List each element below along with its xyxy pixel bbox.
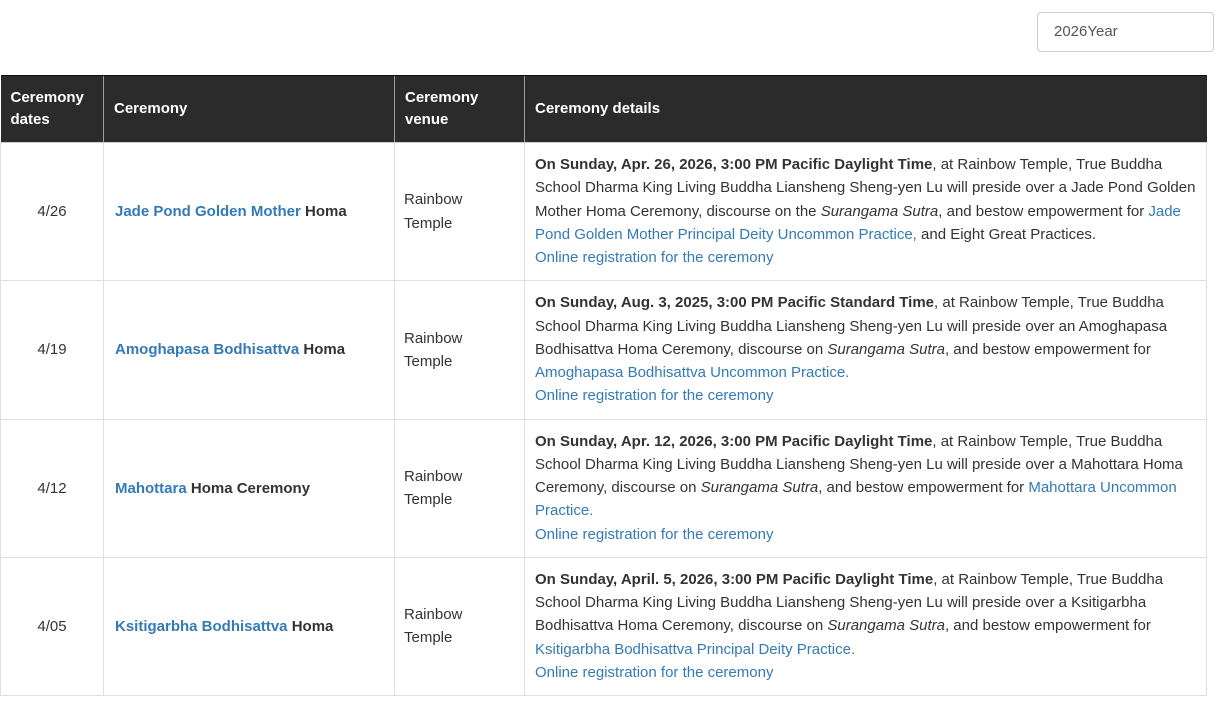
ceremony-date-cell: 4/12: [0, 418, 104, 558]
column-header-ceremony-details: Ceremony details: [524, 75, 1207, 143]
details-text: , at Rainbow Temple, True Buddha School …: [535, 156, 1196, 220]
ceremony-name-cell: Mahottara Homa Ceremony: [103, 418, 395, 558]
ceremony-name-suffix: Homa Ceremony: [186, 479, 311, 497]
sutra-title: Surangama Sutra: [827, 340, 945, 358]
sutra-title: Surangama Sutra: [820, 202, 939, 220]
ceremony-details-cell: On Sunday, Apr. 12, 2026, 3:00 PM Pacifi…: [524, 418, 1207, 558]
table-row: 4/12 Mahottara Homa Ceremony Rainbow Templ…: [0, 418, 1207, 558]
registration-link[interactable]: Online registration for the ceremony: [535, 249, 774, 266]
ceremony-name-cell: Jade Pond Golden Mother Homa: [103, 141, 395, 282]
ceremony-details-cell: On Sunday, Aug. 3, 2025, 3:00 PM Pacific…: [524, 280, 1207, 420]
ceremony-date-cell: 4/26: [0, 141, 104, 282]
ceremony-name-cell: Amoghapasa Bodhisattva Homa: [103, 280, 395, 420]
practice-link[interactable]: Jade Pond Golden Mother Principal Deity …: [535, 202, 1181, 243]
practice-link[interactable]: Ksitigarbha Bodhisattva Principal Deity …: [535, 640, 856, 658]
ceremony-details-text: On Sunday, Apr. 12, 2026, 3:00 PM Pacifi…: [535, 430, 1196, 523]
ceremony-details-text: On Sunday, Apr. 26, 2026, 3:00 PM Pacifi…: [535, 153, 1196, 246]
registration-link[interactable]: Online registration for the ceremony: [535, 663, 774, 681]
ceremony-name-link[interactable]: Ksitigarbha Bodhisattva: [115, 617, 288, 635]
details-text: , and bestow empowerment for: [938, 202, 1149, 220]
ceremony-venue-cell: Rainbow Temple: [394, 418, 525, 558]
ceremony-details-cell: On Sunday, Apr. 26, 2026, 3:00 PM Pacifi…: [524, 141, 1207, 282]
details-bold-intro: On Sunday, Aug. 3, 2025, 3:00 PM Pacific…: [535, 294, 935, 312]
ceremony-date-cell: 4/05: [0, 556, 104, 697]
details-text: and Eight Great Practices.: [916, 225, 1097, 243]
registration-link[interactable]: Online registration for the ceremony: [535, 525, 774, 543]
column-header-ceremony-venue: Ceremony venue: [394, 75, 525, 143]
ceremony-venue-cell: Rainbow Temple: [394, 141, 525, 282]
ceremony-details-cell: On Sunday, April. 5, 2026, 3:00 PM Pacif…: [524, 556, 1207, 697]
details-bold-intro: On Sunday, April. 5, 2026, 3:00 PM Pacif…: [535, 570, 934, 588]
details-text: , at Rainbow Temple, True Buddha School …: [535, 432, 1183, 497]
details-text: , and bestow empowerment for: [944, 617, 1151, 635]
ceremony-venue-cell: Rainbow Temple: [394, 556, 525, 697]
details-text: , at Rainbow Temple, True Buddha School …: [535, 570, 1164, 635]
table-row: 4/05 Ksitigarbha Bodhisattva Homa Rainbow …: [0, 556, 1207, 697]
ceremony-name-suffix: Homa: [287, 617, 334, 635]
ceremony-name-link[interactable]: Jade Pond Golden Mother: [115, 203, 301, 220]
table-body: 4/26 Jade Pond Golden Mother Homa Rainbow …: [0, 141, 1207, 697]
details-bold-intro: On Sunday, Apr. 26, 2026, 3:00 PM Pacifi…: [535, 156, 933, 173]
year-select[interactable]: 2026Year: [1037, 12, 1214, 52]
registration-line: Online registration for the ceremony: [535, 384, 1196, 407]
registration-line: Online registration for the ceremony: [535, 661, 1196, 684]
details-text: , at Rainbow Temple, True Buddha School …: [535, 294, 1168, 358]
ceremonies-table: Ceremony dates Ceremony Ceremony venue C…: [0, 75, 1207, 697]
practice-link[interactable]: Mahottara Uncommon Practice.: [535, 479, 1177, 520]
details-text: , and bestow empowerment for: [944, 340, 1151, 358]
column-header-ceremony: Ceremony: [103, 75, 395, 143]
column-header-ceremony-dates: Ceremony dates: [0, 75, 104, 143]
table-row: 4/19 Amoghapasa Bodhisattva Homa Rainbow T…: [0, 280, 1207, 420]
table-row: 4/26 Jade Pond Golden Mother Homa Rainbow …: [0, 141, 1207, 282]
registration-line: Online registration for the ceremony: [535, 523, 1196, 546]
ceremony-details-text: On Sunday, April. 5, 2026, 3:00 PM Pacif…: [535, 568, 1196, 661]
ceremony-name-suffix: Homa: [299, 341, 346, 359]
sutra-title: Surangama Sutra: [827, 617, 945, 635]
ceremony-details-text: On Sunday, Aug. 3, 2025, 3:00 PM Pacific…: [535, 291, 1196, 384]
details-bold-intro: On Sunday, Apr. 12, 2026, 3:00 PM Pacifi…: [535, 432, 933, 450]
table-header-row: Ceremony dates Ceremony Ceremony venue C…: [0, 75, 1207, 143]
ceremony-name-link[interactable]: Amoghapasa Bodhisattva: [115, 341, 300, 359]
registration-line: Online registration for the ceremony: [535, 246, 1196, 269]
ceremony-name-cell: Ksitigarbha Bodhisattva Homa: [103, 556, 395, 697]
ceremony-name-suffix: Homa: [300, 203, 347, 220]
practice-link[interactable]: Amoghapasa Bodhisattva Uncommon Practice…: [535, 364, 850, 381]
details-text: , and bestow empowerment for: [818, 479, 1029, 496]
ceremony-date-cell: 4/19: [0, 280, 104, 420]
ceremony-venue-cell: Rainbow Temple: [394, 280, 525, 420]
sutra-title: Surangama Sutra: [700, 479, 819, 496]
registration-link[interactable]: Online registration for the ceremony: [535, 387, 774, 405]
ceremony-name-link[interactable]: Mahottara: [115, 479, 187, 497]
